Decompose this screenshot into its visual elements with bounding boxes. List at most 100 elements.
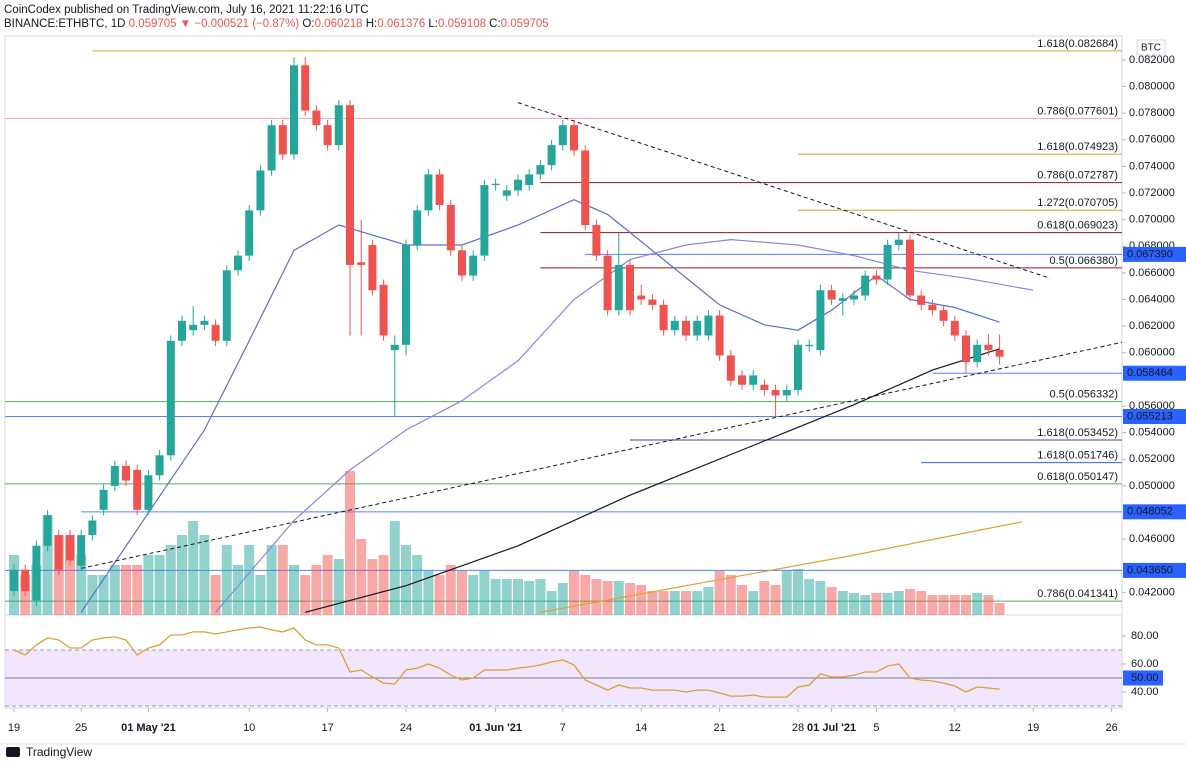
fib-label: 0.618(0.069023) xyxy=(1037,220,1118,232)
volume-bar xyxy=(781,571,792,615)
x-tick-label: 26 xyxy=(1105,722,1117,734)
volume-bar xyxy=(602,581,613,615)
volume-bar xyxy=(972,593,983,615)
price-box-label: 0.055213 xyxy=(1127,410,1173,422)
trendline xyxy=(81,341,1122,569)
rsi-line xyxy=(13,626,1000,698)
volume-bar xyxy=(938,595,949,615)
y-tick-label: 0.062000 xyxy=(1129,320,1175,332)
candle-body xyxy=(290,65,298,155)
y-tick-label: 0.072000 xyxy=(1129,187,1175,199)
volume-bar xyxy=(815,581,826,615)
candle-body xyxy=(984,344,993,351)
candle-body xyxy=(570,125,578,151)
candle-body xyxy=(659,304,668,331)
x-tick-label: 7 xyxy=(560,722,566,734)
candle-body xyxy=(670,320,679,331)
candle-body xyxy=(222,270,231,341)
x-tick-label: 14 xyxy=(635,722,647,734)
candle-body xyxy=(816,290,825,351)
header-segment: 0.059108 xyxy=(438,18,486,30)
candle-body xyxy=(614,264,623,311)
candle-body xyxy=(928,304,937,311)
candle-body xyxy=(323,125,332,146)
y-tick-label: 0.042000 xyxy=(1129,586,1175,598)
candle-body xyxy=(424,174,433,211)
volume-bar xyxy=(647,591,658,615)
candle-body xyxy=(413,210,422,245)
volume-bar xyxy=(591,579,602,615)
moving-average xyxy=(305,348,1000,613)
candle-body xyxy=(883,244,892,280)
y-tick-label: 0.080000 xyxy=(1129,80,1175,92)
fib-label: 1.618(0.074923) xyxy=(1037,141,1118,153)
header-segment: 0.061376 xyxy=(377,18,425,30)
candle-body xyxy=(144,475,153,510)
volume-bar xyxy=(983,595,994,615)
candle-body xyxy=(245,210,254,256)
volume-bar xyxy=(490,579,501,615)
candle-body xyxy=(558,125,567,146)
candle-body xyxy=(178,320,186,341)
volume-bar xyxy=(927,595,938,615)
candle-body xyxy=(469,255,478,276)
volume-bar xyxy=(345,471,355,615)
y-tick-label: 0.074000 xyxy=(1129,160,1175,172)
fib-label: 0.786(0.077601) xyxy=(1037,105,1118,117)
volume-bar xyxy=(76,555,87,615)
volume-bar xyxy=(356,539,367,615)
volume-bar xyxy=(98,575,109,615)
price-box xyxy=(1123,562,1186,578)
candle-body xyxy=(312,110,321,126)
volume-bar xyxy=(535,579,546,615)
candle-body xyxy=(435,174,444,206)
volume-bar xyxy=(434,575,445,615)
candle-body xyxy=(480,185,489,256)
volume-bar xyxy=(636,585,647,615)
candle-body xyxy=(110,465,119,486)
volume-bar xyxy=(199,535,210,615)
y-tick-label: 0.076000 xyxy=(1129,134,1175,146)
volume-bar xyxy=(266,545,277,615)
volume-bar xyxy=(367,559,378,615)
symbol-info: BINANCE:ETHBTC, 1D 0.059705 ▼ −0.000521 … xyxy=(4,18,549,30)
fib-label: 1.618(0.082684) xyxy=(1037,38,1118,50)
price-box-label: 0.058464 xyxy=(1127,367,1173,379)
volume-bar xyxy=(412,555,423,615)
fib-label: 0.786(0.072787) xyxy=(1037,169,1118,181)
y-tick-label: 0.060000 xyxy=(1129,347,1175,359)
header-segment: 0.059705 xyxy=(501,18,549,30)
moving-average xyxy=(540,521,1023,613)
candle-body xyxy=(211,324,220,341)
header-segment: BINANCE:ETHBTC, 1D xyxy=(4,18,125,30)
y-tick-label: 0.052000 xyxy=(1129,453,1175,465)
volume-bar xyxy=(389,521,400,615)
volume-bar xyxy=(871,593,882,615)
volume-bar xyxy=(994,603,1005,615)
fib-label: 1.618(0.051746) xyxy=(1037,450,1118,462)
volume-bar xyxy=(837,591,848,615)
volume-bar xyxy=(949,595,960,615)
candle-body xyxy=(973,344,982,363)
volume-bar xyxy=(244,545,255,615)
header-segment: L: xyxy=(425,18,438,30)
candle-body xyxy=(278,125,287,155)
volume-bar xyxy=(961,595,971,615)
volume-bar xyxy=(501,579,512,615)
candle-body xyxy=(189,324,198,331)
plot-frame xyxy=(4,35,1123,709)
x-tick-label: 10 xyxy=(243,722,255,734)
fib-label: 0.786(0.041341) xyxy=(1037,588,1118,600)
candle-body xyxy=(592,225,601,256)
volume-bar xyxy=(905,589,915,615)
volume-bar xyxy=(513,579,523,615)
candle-body xyxy=(995,349,1004,357)
candle-body xyxy=(368,244,377,291)
candle-body xyxy=(88,520,97,536)
x-tick-label: 19 xyxy=(8,722,20,734)
volume-bar xyxy=(546,591,557,615)
candle-body xyxy=(648,299,657,305)
volume-bar xyxy=(557,583,568,615)
